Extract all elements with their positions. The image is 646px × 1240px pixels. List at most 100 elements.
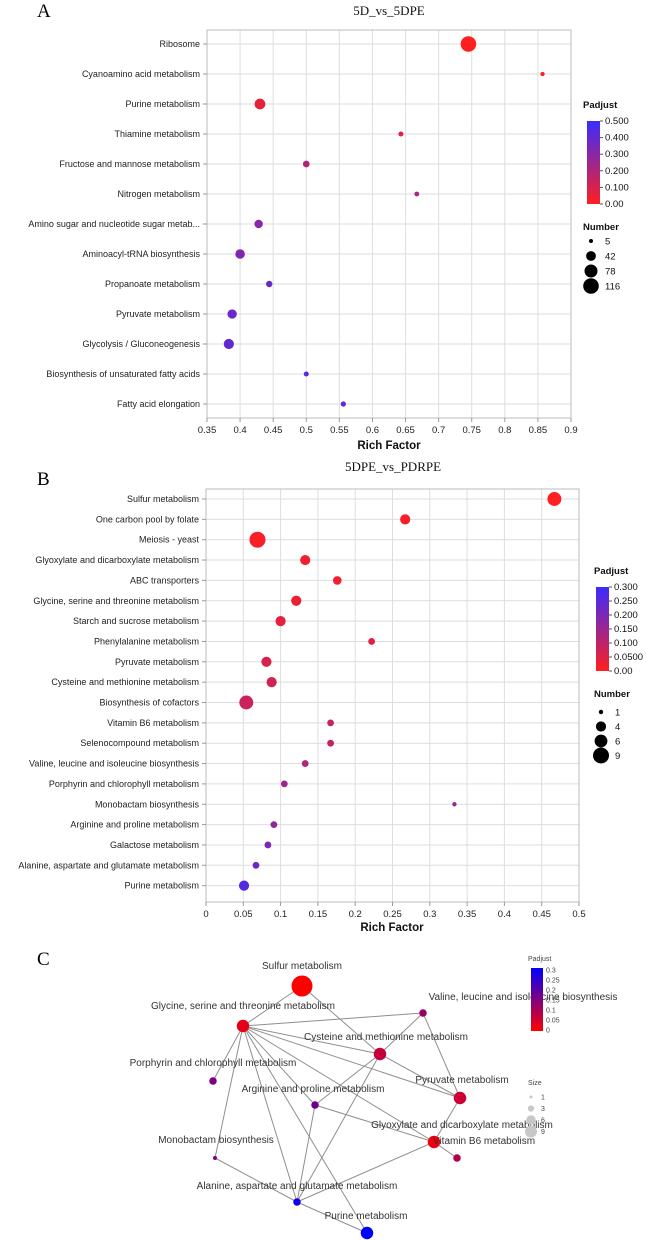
- size-legend-dot: [598, 709, 604, 715]
- network-edge: [212, 1025, 244, 1082]
- size-legend-label: 1: [615, 708, 620, 719]
- panel-letter-a: A: [37, 1, 51, 22]
- pathway-label: Glyoxylate and dicarboxylate metabolism: [35, 555, 199, 565]
- x-tick-label: 0.8: [498, 425, 511, 436]
- pathway-label: Sulfur metabolism: [127, 494, 199, 504]
- x-tick-label: 0.4: [233, 425, 246, 436]
- x-tick-label: 0.25: [383, 909, 402, 920]
- size-legend-label: 9: [541, 1129, 545, 1136]
- enrichment-bubble: [291, 595, 302, 606]
- enrichment-bubble: [275, 616, 286, 627]
- pathway-label: Arginine and proline metabolism: [70, 820, 199, 830]
- color-bar-label: 0.3: [546, 968, 556, 975]
- color-bar-label: 0.2: [546, 988, 556, 995]
- network-node: [209, 1077, 217, 1085]
- x-tick-label: 0.55: [330, 425, 349, 436]
- enrichment-bubble: [398, 131, 404, 137]
- enrichment-bubble: [239, 695, 254, 710]
- network-edge: [296, 1104, 316, 1203]
- network-edge: [296, 1053, 381, 1203]
- chart-c-color-legend-title: Padjust: [528, 956, 551, 963]
- x-tick-label: 0.65: [396, 425, 415, 436]
- chart-a-color-legend-title: Padjust: [583, 100, 618, 111]
- pathway-label: Phenylalanine metabolism: [94, 636, 199, 646]
- enrichment-bubble: [452, 802, 457, 807]
- network-edge: [379, 1012, 424, 1055]
- panel-letter-c: C: [37, 949, 50, 970]
- enrichment-bubble: [340, 401, 346, 407]
- enrichment-bubble: [547, 492, 562, 506]
- size-legend-dot: [595, 721, 607, 732]
- pathway-label: ABC transporters: [130, 575, 200, 585]
- size-legend-dot: [593, 747, 609, 764]
- size-legend-dot: [526, 1115, 536, 1125]
- enrichment-bubble: [235, 249, 245, 259]
- enrichment-bubble: [264, 841, 272, 849]
- enrichment-bubble: [280, 780, 288, 788]
- chart-c-color-bar: [531, 968, 543, 1031]
- x-tick-label: 0.5: [572, 909, 585, 920]
- enrichment-bubble: [227, 309, 237, 319]
- pathway-label: Fructose and mannose metabolism: [59, 159, 200, 169]
- network-edge: [242, 1025, 298, 1203]
- network-edge: [242, 1025, 461, 1099]
- color-bar-label: 0: [546, 1028, 550, 1035]
- enrichment-bubble: [300, 554, 311, 566]
- enrichment-bubble: [327, 719, 334, 727]
- enrichment-bubble: [266, 280, 273, 288]
- enrichment-bubble: [238, 880, 250, 891]
- network-node-label: Monobactam biosynthesis: [158, 1135, 274, 1146]
- network-node-label: Pyruvate metabolism: [415, 1075, 508, 1086]
- network-edge: [433, 1097, 461, 1143]
- pathway-label: Aminoacyl-tRNA biosynthesis: [82, 249, 200, 259]
- chart-b-color-legend-title: Padjust: [594, 566, 629, 577]
- size-legend-label: 6: [541, 1118, 545, 1125]
- panel-letter-b: B: [37, 469, 50, 490]
- chart-a-color-bar: [587, 121, 600, 204]
- x-tick-label: 0.1: [274, 909, 287, 920]
- network-node: [293, 1198, 301, 1206]
- network-node: [453, 1154, 461, 1162]
- color-bar-label: 0.15: [546, 998, 560, 1005]
- network-node: [291, 975, 313, 997]
- network-edge: [242, 1025, 435, 1143]
- bubble-chart-a: 5D_vs_5DPE Ribosome Cyanoamino acid metab…: [28, 3, 628, 452]
- pathway-label: Biosynthesis of unsaturated fatty acids: [46, 369, 200, 379]
- size-legend-label: 1: [541, 1095, 545, 1102]
- enrichment-bubble: [302, 160, 310, 168]
- x-tick-label: 0.05: [234, 909, 253, 920]
- size-legend-label: 6: [615, 737, 620, 748]
- chart-b-title: 5DPE_vs_PDRPE: [345, 459, 441, 474]
- chart-b-size-legend-title: Number: [594, 689, 630, 700]
- network-node: [427, 1135, 441, 1149]
- pathway-label: Cysteine and methionine metabolism: [51, 677, 199, 687]
- pathway-label: Pyruvate metabolism: [115, 657, 199, 667]
- enrichment-bubble: [252, 861, 260, 869]
- network-edge: [296, 1141, 435, 1203]
- enrichment-bubble: [540, 71, 545, 77]
- network-edge: [301, 985, 381, 1055]
- size-legend-label: 42: [605, 252, 616, 263]
- color-bar-label: 0.25: [546, 978, 560, 985]
- color-bar-label: 0.500: [605, 116, 629, 127]
- network-edge: [422, 1012, 461, 1099]
- network-node: [373, 1047, 387, 1061]
- network-node: [236, 1019, 250, 1033]
- network-edge: [379, 1053, 461, 1099]
- network-node-label: Glyoxylate and dicarboxylate metabolism: [371, 1120, 553, 1131]
- pathway-label: One carbon pool by folate: [96, 514, 199, 524]
- color-bar-label: 0.0500: [614, 652, 643, 663]
- network-node: [213, 1156, 217, 1160]
- network-edge: [242, 1025, 381, 1055]
- x-tick-label: 0.2: [349, 909, 362, 920]
- pathway-label: Amino sugar and nucleotide sugar metab..…: [28, 219, 200, 229]
- x-tick-label: 0: [203, 909, 208, 920]
- size-legend-dot: [584, 264, 598, 278]
- enrichment-bubble: [249, 531, 266, 548]
- pathway-label: Ribosome: [159, 39, 200, 49]
- pathway-label: Fatty acid elongation: [117, 399, 200, 409]
- pathway-label: Starch and sucrose metabolism: [73, 616, 199, 626]
- network-edge: [314, 1104, 435, 1143]
- enrichment-bubble: [254, 219, 263, 229]
